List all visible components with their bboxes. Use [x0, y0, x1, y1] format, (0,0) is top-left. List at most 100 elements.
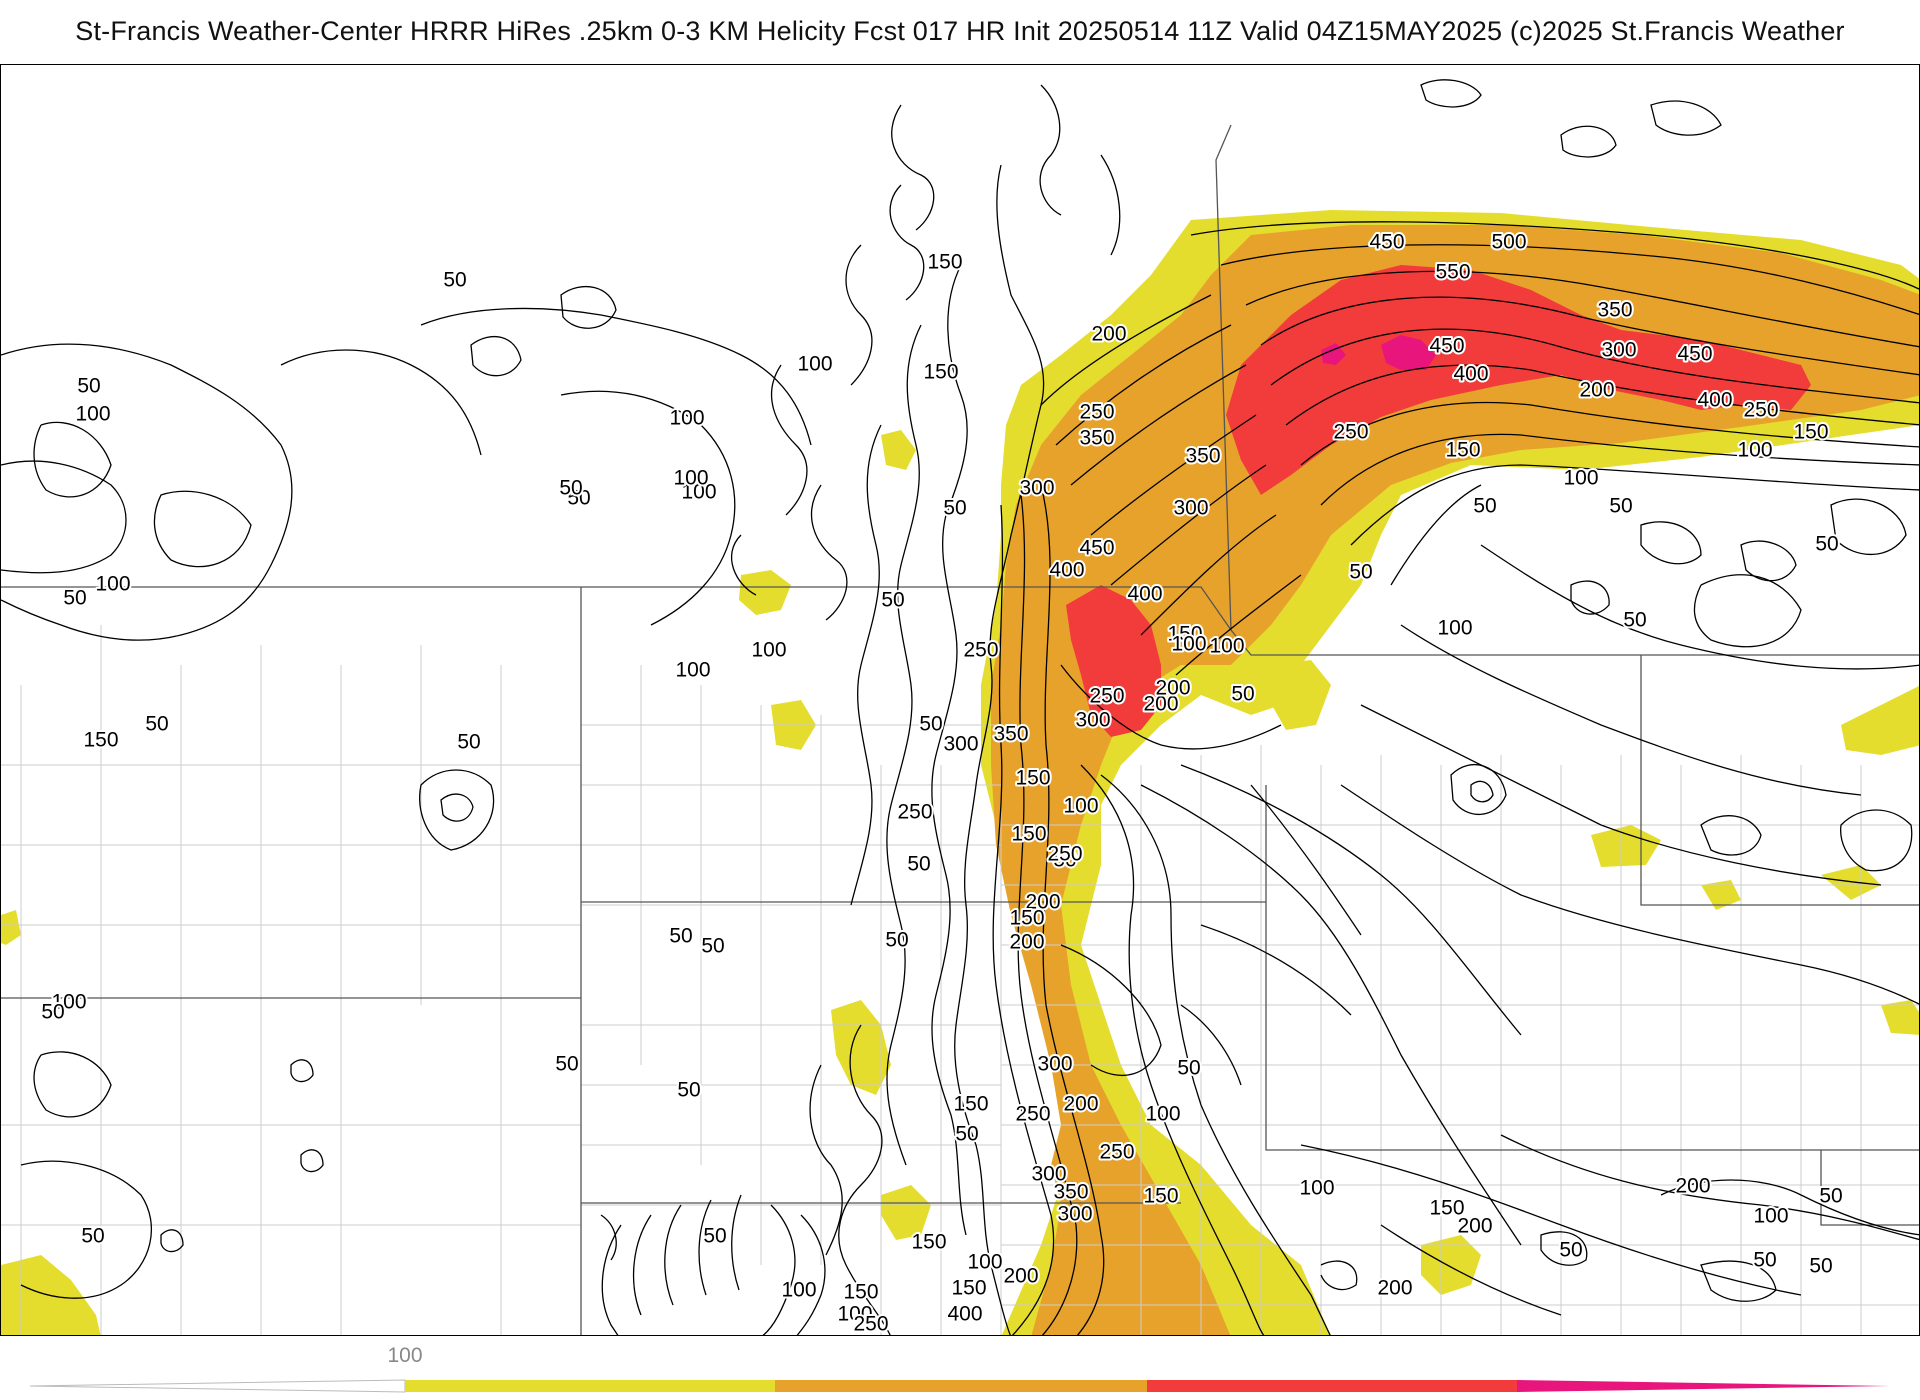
contour-label: 50: [881, 589, 904, 612]
fill-yellow-blob: [1, 910, 21, 945]
contour-label: 50: [1809, 1255, 1832, 1278]
fill-yellow-blob: [1421, 1235, 1481, 1295]
contour-label: 100: [781, 1279, 816, 1302]
contour-label: 150: [843, 1281, 878, 1304]
county-boundaries: [1, 625, 1919, 1335]
contour-label: 100: [669, 407, 704, 430]
contour-label: 250: [1099, 1141, 1134, 1164]
contour-label: 100: [1063, 795, 1098, 818]
contour-label: 50: [1231, 683, 1254, 706]
contour-label: 100: [797, 353, 832, 376]
colorbar-left-triangle: [29, 1379, 406, 1393]
contour-label: 50: [1177, 1057, 1200, 1080]
contour-label: 50: [41, 1001, 64, 1024]
contour-label: 150: [83, 729, 118, 752]
contour-label: 150: [1167, 623, 1202, 646]
contour-label: 150: [1009, 907, 1044, 930]
contour-label: 100: [673, 467, 708, 490]
contour-label: 300: [1173, 497, 1208, 520]
contour-label: 50: [1623, 609, 1646, 632]
contour-label: 300: [1031, 1163, 1066, 1186]
fill-yellow-blob: [1701, 880, 1741, 910]
fill-yellow-blob: [1881, 1000, 1919, 1035]
map-title: St-Francis Weather-Center HRRR HiRes .25…: [75, 16, 1845, 46]
contour-label: 50: [1753, 1249, 1776, 1272]
colorbar-bin-200-300: [775, 1380, 1147, 1392]
contour-label: 50: [559, 477, 582, 500]
contour-label: 50: [63, 587, 86, 610]
contour-label: 50: [677, 1079, 700, 1102]
contour-label: 200: [1155, 677, 1190, 700]
colorbar: [0, 1340, 1920, 1400]
contour-label: 100: [51, 991, 86, 1014]
contour-label: 50: [919, 713, 942, 736]
contour-label: 50: [145, 713, 168, 736]
state-boundaries: [1, 124, 1919, 1335]
contour-label: 200: [1143, 693, 1178, 716]
fill-yellow-blob: [1269, 660, 1331, 730]
colorbar-bin-400-500: [1147, 1380, 1517, 1392]
contour-label: 150: [951, 1277, 986, 1300]
colorbar-right-triangle: [1517, 1380, 1890, 1392]
fill-red-central: [1066, 585, 1161, 737]
contour-label: 200: [1457, 1215, 1492, 1238]
contour-label: 100: [1737, 439, 1772, 462]
fill-orange-main-band: [991, 225, 1919, 1335]
contour-label: 250: [853, 1313, 888, 1336]
contour-label: 100: [837, 1303, 872, 1326]
contour-label: 50: [555, 1053, 578, 1076]
contour-label: 450: [1369, 231, 1404, 254]
fill-magenta-core-2: [1321, 343, 1346, 365]
contour-label: 50: [1349, 561, 1372, 584]
contour-label: 100: [751, 639, 786, 662]
contour-label: 250: [1015, 1103, 1050, 1126]
helicity-map: 500 450 550 350 450 300 450 400 200 400 250 150 250 1…: [0, 64, 1920, 1336]
contour-label: 100: [1437, 617, 1472, 640]
contour-label: 200: [1091, 323, 1126, 346]
contour-label: 100: [1753, 1205, 1788, 1228]
contour-label: 50: [1819, 1185, 1842, 1208]
contour-label: 50: [1559, 1239, 1582, 1262]
contour-label: 100: [681, 481, 716, 504]
contour-label: 150: [1011, 823, 1046, 846]
contour-label: 100: [1299, 1177, 1334, 1200]
contour-label: 350: [993, 723, 1028, 746]
contour-label: 50: [1815, 533, 1838, 556]
contour-label: 250: [1333, 421, 1368, 444]
contour-label: 250: [897, 801, 932, 824]
contour-label: 150: [1429, 1197, 1464, 1220]
contour-label: 250: [1079, 401, 1114, 424]
fill-yellow-blob: [881, 430, 916, 470]
contour-label: 100: [75, 403, 110, 426]
contour-label: 50: [669, 925, 692, 948]
contour-label: 200: [1377, 1277, 1412, 1300]
contour-label: 150: [953, 1093, 988, 1116]
contour-label: 550: [1435, 261, 1470, 284]
contour-label: 300: [943, 733, 978, 756]
contour-label: 50: [955, 1123, 978, 1146]
contour-label: 150: [1445, 439, 1480, 462]
colorbar-canvas: [29, 1379, 1890, 1393]
fill-yellow-blob: [1821, 865, 1881, 900]
contour-label: 300: [1019, 477, 1054, 500]
contour-label: 50: [77, 375, 100, 398]
contour-label: 250: [1047, 843, 1082, 866]
contour-label: 50: [1473, 495, 1496, 518]
contour-label: 50: [443, 269, 466, 292]
contour-label: 50: [943, 497, 966, 520]
contour-label: 400: [1049, 559, 1084, 582]
fill-yellow-blob: [1591, 825, 1661, 867]
contour-label: 400: [947, 1303, 982, 1326]
contour-label: 50: [457, 731, 480, 754]
contour-label: 300: [1057, 1203, 1092, 1226]
fill-red-north: [1226, 265, 1811, 495]
contour-label: 350: [1185, 445, 1220, 468]
contour-label: 100: [675, 659, 710, 682]
fill-yellow-blob: [739, 570, 791, 615]
contour-label: 300: [1037, 1053, 1072, 1076]
contour-label: 200: [1579, 379, 1614, 402]
contour-label: 200: [1025, 891, 1060, 914]
contour-label: 50: [701, 935, 724, 958]
contour-label: 50: [907, 853, 930, 876]
